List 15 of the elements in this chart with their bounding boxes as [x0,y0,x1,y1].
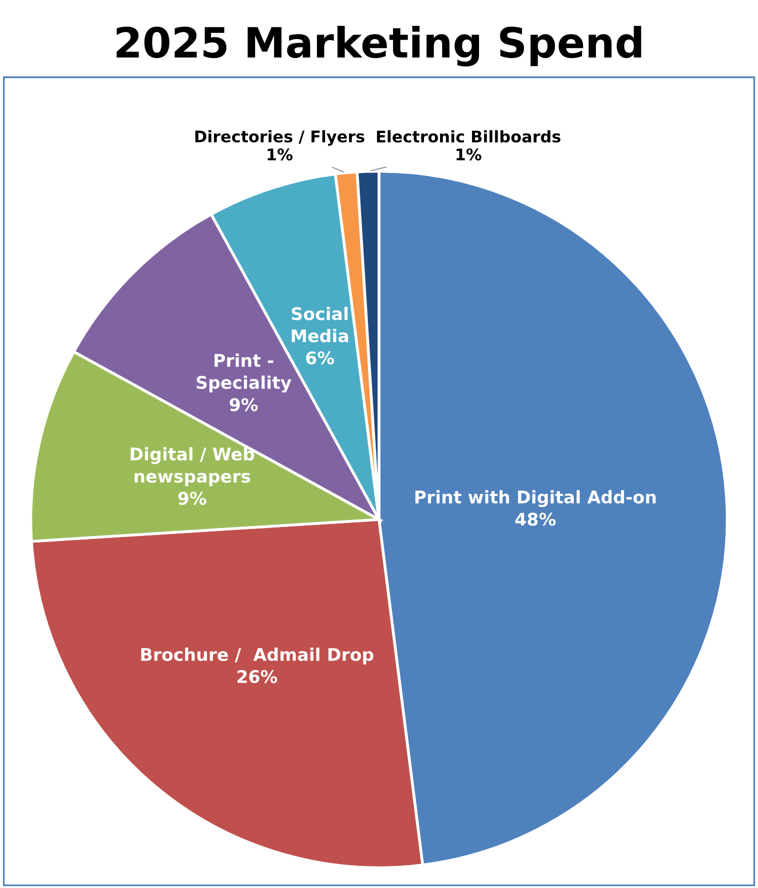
data-label: 6% [306,351,334,364]
data-label: 26% [238,670,278,684]
slice-label: Print with Digital Add-on [415,490,656,508]
data-label: 1% [268,148,293,161]
slice-label: Directories / Flyers [195,130,364,146]
data-label: 1% [456,148,482,160]
slice-label: Social Media [292,306,348,342]
slice-label: Brochure / Admail Drop [141,648,374,664]
slice-label: Digital / Web newspapers [130,447,254,486]
data-label: 48% [515,512,556,526]
chart-title: 2025 Marketing Spend [116,26,642,66]
slice-label: Electronic Billboards [376,130,560,143]
slice-label: Print - Speciality [196,354,292,393]
data-label: 9% [178,492,206,505]
data-label: 9% [230,398,258,412]
